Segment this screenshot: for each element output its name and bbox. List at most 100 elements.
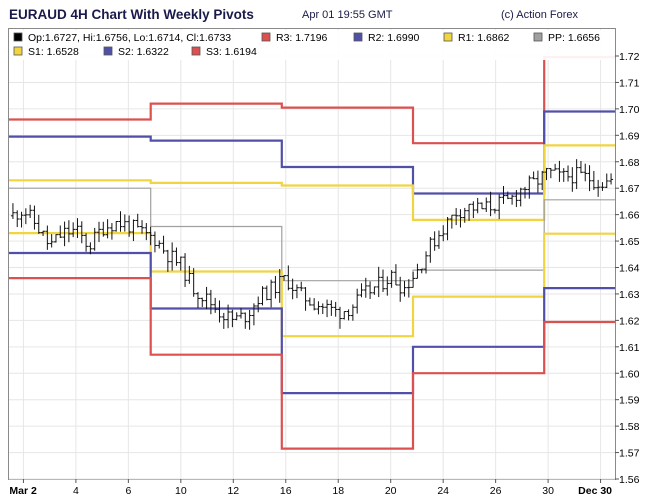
price-bar	[320, 303, 325, 314]
price-bar	[88, 242, 93, 255]
price-bar	[393, 264, 398, 286]
price-bar	[303, 287, 308, 311]
price-bar	[282, 275, 287, 281]
legend-item: Op:1.6727, Hi:1.6756, Lo:1.6714, Cl:1.67…	[13, 32, 231, 44]
price-bar	[329, 300, 334, 316]
x-tick-label: Mar 2	[9, 485, 37, 497]
legend-label: S3: 1.6194	[206, 46, 257, 58]
copyright-text: (c) Action Forex	[501, 9, 579, 21]
legend-swatch	[191, 46, 201, 56]
y-tick-label: 1.61	[619, 342, 640, 354]
price-bar	[75, 218, 80, 239]
legend: Op:1.6727, Hi:1.6756, Lo:1.6714, Cl:1.67…	[9, 30, 615, 60]
chart-timestamp: Apr 01 19:55 GMT	[302, 9, 393, 21]
price-bar	[161, 235, 166, 254]
price-bar	[114, 221, 119, 232]
price-bar	[479, 202, 484, 210]
price-bar	[454, 208, 459, 226]
price-bar	[277, 269, 282, 303]
price-bar	[58, 225, 63, 239]
price-bar	[174, 247, 179, 266]
price-bar	[299, 281, 304, 292]
price-bar	[333, 301, 338, 317]
price-bar	[566, 165, 571, 182]
legend-label: PP: 1.6656	[548, 32, 600, 44]
price-bar	[45, 225, 50, 250]
y-tick-label: 1.70	[619, 104, 640, 116]
y-tick-label: 1.68	[619, 157, 640, 169]
price-bar	[596, 179, 601, 197]
price-bar	[436, 230, 441, 249]
price-bar	[32, 205, 37, 230]
price-bar	[84, 233, 89, 252]
y-tick-label: 1.60	[619, 368, 640, 380]
price-bar	[540, 170, 545, 191]
price-bar	[411, 271, 416, 288]
price-bar	[363, 277, 368, 298]
price-bar	[251, 303, 256, 326]
price-bar	[561, 168, 566, 182]
legend-swatch	[443, 32, 453, 42]
price-bar	[415, 263, 420, 279]
x-tick-label: 30	[542, 485, 554, 497]
pivot-line-s2	[9, 251, 615, 395]
price-bar	[307, 297, 312, 306]
price-bar	[23, 208, 28, 225]
legend-swatch	[353, 32, 363, 42]
price-bar	[484, 197, 489, 213]
price-bar	[157, 240, 162, 249]
pivot-lines-layer	[9, 56, 615, 450]
price-bar	[144, 223, 149, 241]
price-bar	[213, 297, 218, 313]
price-bar	[570, 167, 575, 192]
y-tick-label: 1.59	[619, 395, 640, 407]
y-tick-label: 1.65	[619, 236, 640, 248]
price-bar	[204, 286, 209, 310]
price-bar	[273, 275, 278, 299]
price-bar	[475, 197, 480, 214]
price-bar	[238, 308, 243, 319]
price-bar	[609, 173, 614, 185]
pivot-line-r1	[9, 144, 615, 221]
pivot-line-s3	[9, 277, 615, 450]
price-bar	[376, 266, 381, 298]
price-bar	[346, 309, 351, 321]
legend-item: R2: 1.6990	[353, 32, 420, 44]
x-tick-label: 12	[227, 485, 239, 497]
price-bar	[368, 281, 373, 300]
price-bar	[441, 225, 446, 242]
price-bar	[118, 211, 123, 232]
price-bar	[260, 286, 265, 306]
price-bar	[221, 312, 226, 329]
price-bar	[316, 301, 321, 315]
price-bar	[471, 201, 476, 219]
price-bar	[523, 186, 528, 199]
y-tick-label: 1.58	[619, 421, 640, 433]
price-bar	[398, 276, 403, 302]
price-bar	[264, 285, 269, 301]
price-bar	[574, 159, 579, 190]
price-bar	[53, 234, 58, 243]
legend-label: Op:1.6727, Hi:1.6756, Lo:1.6714, Cl:1.67…	[28, 32, 231, 44]
price-bar	[294, 284, 299, 299]
price-bar	[492, 208, 497, 214]
price-bar	[122, 214, 127, 232]
price-bar	[269, 279, 274, 308]
price-bar	[406, 279, 411, 298]
x-axis: Mar 2 4 6 10 12 16 18 20 24 26 30 Dec 30	[9, 479, 612, 497]
price-bar	[230, 309, 235, 328]
price-bar	[148, 226, 153, 246]
x-tick-label: 4	[73, 485, 79, 497]
price-bar	[402, 280, 407, 297]
y-tick-label: 1.62	[619, 315, 640, 327]
price-bar	[381, 269, 386, 292]
price-bar	[578, 160, 583, 174]
price-bar	[432, 231, 437, 251]
chart-title: EURAUD 4H Chart With Weekly Pivots	[9, 7, 254, 22]
price-bar	[424, 251, 429, 274]
legend-item: S3: 1.6194	[191, 46, 257, 58]
price-bar	[518, 187, 523, 207]
legend-swatch	[261, 32, 271, 42]
price-bar	[28, 204, 33, 218]
y-tick-label: 1.57	[619, 448, 640, 460]
